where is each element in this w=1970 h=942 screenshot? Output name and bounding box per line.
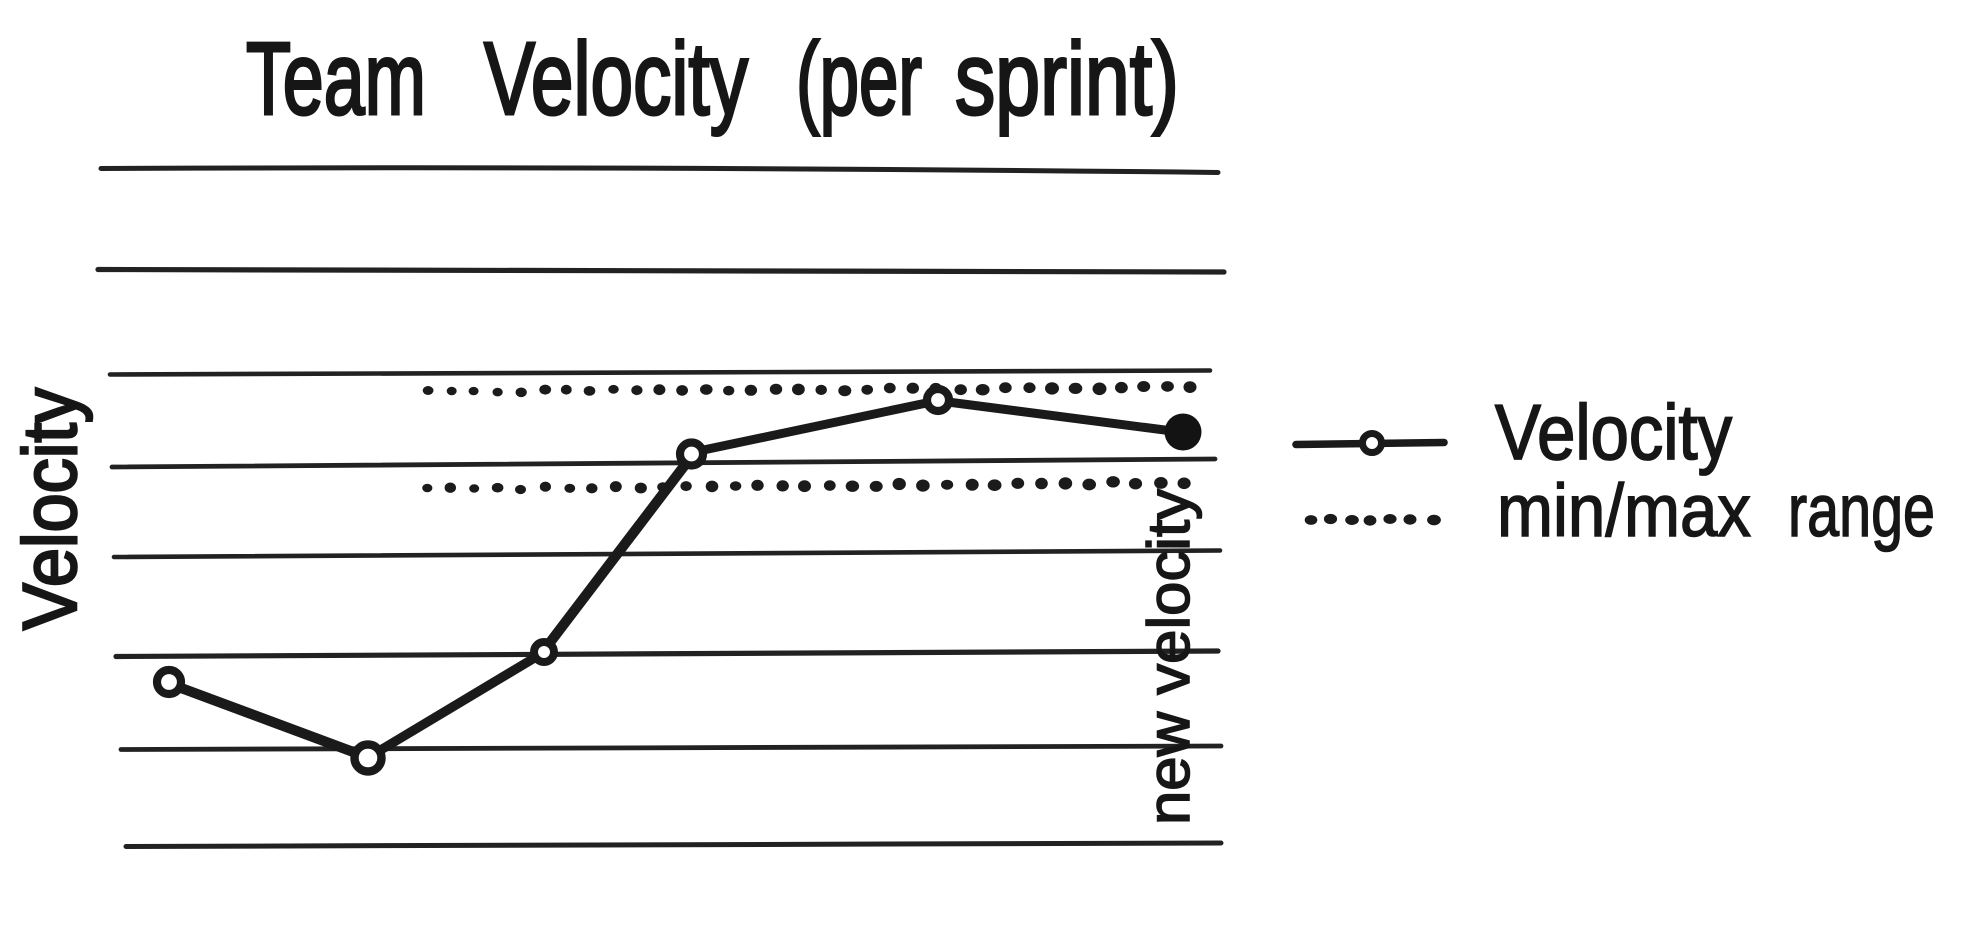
svg-text:new velocity: new velocity bbox=[1136, 488, 1202, 825]
svg-text:Velocity: Velocity bbox=[8, 388, 93, 630]
svg-text:Velocity: Velocity bbox=[1495, 388, 1732, 476]
